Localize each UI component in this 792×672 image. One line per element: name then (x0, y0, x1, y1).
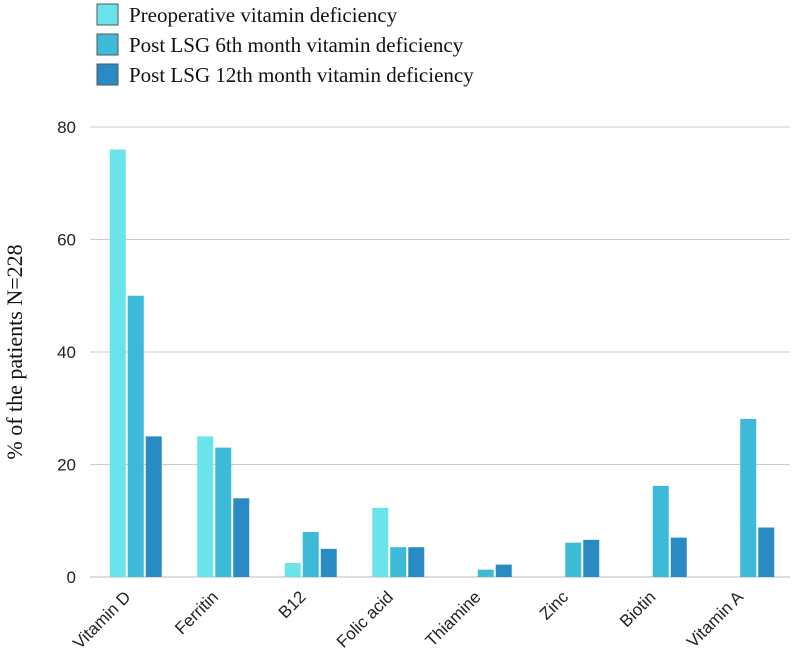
y-tick-label: 40 (57, 343, 76, 362)
legend-label: Post LSG 12th month vitamin deficiency (129, 63, 474, 87)
x-tick-label: Vitamin A (683, 587, 747, 651)
bar-zinc-series-2 (565, 542, 582, 577)
legend-swatch (96, 63, 119, 86)
x-tick-label: Vitamin D (69, 587, 134, 652)
legend-label: Preoperative vitamin deficiency (129, 3, 398, 27)
bar-biotin-series-3 (670, 537, 687, 577)
bar-b12-series-3 (320, 548, 337, 577)
bar-vitamin-d-series-1 (109, 149, 126, 577)
x-tick-label: Biotin (616, 587, 660, 631)
bar-b12-series-1 (284, 562, 301, 577)
x-tick-label: Thiamine (422, 587, 485, 650)
legend: Preoperative vitamin deficiency Post LSG … (96, 3, 474, 87)
bar-folic-acid-series-1 (372, 507, 389, 577)
x-axis-labels: Vitamin D Ferritin B12 Folic acid Thiamine Zi… (69, 587, 747, 653)
y-axis-label: % of the patients N=228 (2, 244, 27, 459)
y-tick-label: 80 (57, 118, 76, 137)
bar-thiamine-series-2 (477, 569, 494, 577)
legend-label: Post LSG 6th month vitamin deficiency (129, 33, 464, 57)
bar-folic-acid-series-3 (408, 547, 425, 577)
legend-swatch (96, 3, 119, 26)
bar-vitamin-d-series-2 (127, 295, 144, 577)
bar-ferritin-series-1 (197, 436, 214, 577)
legend-swatch (96, 33, 119, 56)
x-tick-label: Zinc (536, 587, 572, 623)
x-tick-label: Ferritin (171, 587, 222, 638)
bar-vitamin-a-series-2 (740, 418, 757, 577)
bar-zinc-series-3 (583, 539, 600, 577)
y-tick-label: 20 (57, 456, 76, 475)
bar-b12-series-2 (302, 532, 319, 577)
grid (90, 126, 790, 578)
bars (109, 149, 775, 577)
bar-folic-acid-series-2 (390, 547, 407, 577)
bar-biotin-series-2 (652, 485, 669, 577)
bar-ferritin-series-2 (215, 447, 232, 577)
y-axis-ticks: 0 20 40 60 80 (57, 118, 76, 587)
bar-thiamine-series-3 (495, 564, 512, 577)
bar-vitamin-d-series-3 (145, 436, 162, 577)
y-tick-label: 0 (67, 568, 76, 587)
bar-ferritin-series-3 (233, 498, 250, 577)
bar-vitamin-a-series-3 (758, 527, 775, 577)
y-tick-label: 60 (57, 231, 76, 250)
x-tick-label: Folic acid (333, 587, 397, 651)
x-tick-label: B12 (275, 587, 310, 622)
